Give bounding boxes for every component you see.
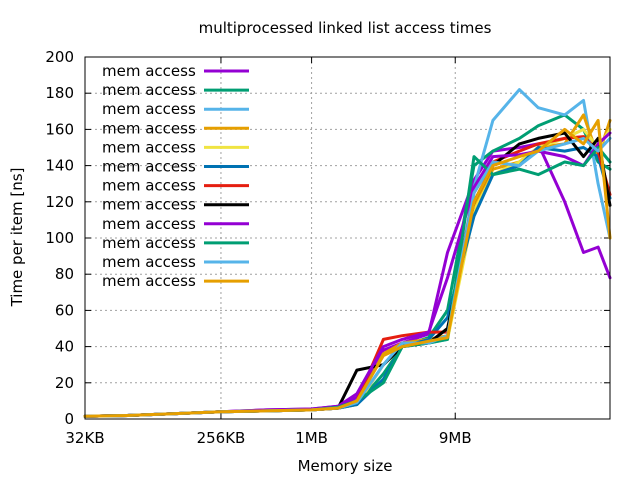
x-tick-label: 9MB bbox=[439, 429, 472, 447]
x-tick-label: 1MB bbox=[295, 429, 328, 447]
x-axis-label: Memory size bbox=[298, 457, 393, 475]
legend-entry-label: mem access bbox=[102, 215, 196, 233]
legend-entry-label: mem access bbox=[102, 158, 196, 176]
y-tick-label: 120 bbox=[45, 193, 74, 211]
x-tick-label: 256KB bbox=[197, 429, 246, 447]
y-tick-label: 200 bbox=[45, 48, 74, 66]
legend-entry-label: mem access bbox=[102, 100, 196, 118]
legend-entry-label: mem access bbox=[102, 119, 196, 137]
legend-entry-label: mem access bbox=[102, 234, 196, 252]
y-tick-label: 60 bbox=[55, 301, 74, 319]
axis-ticks: 0 20 40 60 80 100 120 140 160 180 200 32KB 256KB 1MB 9… bbox=[45, 48, 610, 447]
y-tick-label: 80 bbox=[55, 265, 74, 283]
y-tick-label: 40 bbox=[55, 338, 74, 356]
legend-entry-label: mem access bbox=[102, 177, 196, 195]
chart-title: multiprocessed linked list access times bbox=[199, 19, 492, 37]
y-axis-label: Time per item [ns] bbox=[8, 168, 26, 308]
plot-frame bbox=[84, 56, 611, 420]
legend-entry-label: mem access bbox=[102, 138, 196, 156]
legend-entry-label: mem access bbox=[102, 196, 196, 214]
y-tick-label: 100 bbox=[45, 229, 74, 247]
y-tick-label: 140 bbox=[45, 157, 74, 175]
series-line-12 bbox=[83, 118, 612, 418]
y-tick-label: 0 bbox=[64, 410, 74, 428]
grid bbox=[85, 57, 610, 419]
legend-entry-label: mem access bbox=[102, 253, 196, 271]
y-tick-label: 20 bbox=[55, 374, 74, 392]
legend-entry-label: mem access bbox=[102, 272, 196, 290]
y-tick-label: 180 bbox=[45, 84, 74, 102]
legend-entry-label: mem access bbox=[102, 62, 196, 80]
x-tick-label: 32KB bbox=[65, 429, 104, 447]
series-lines bbox=[83, 88, 612, 418]
legend-entry-label: mem access bbox=[102, 81, 196, 99]
y-tick-label: 160 bbox=[45, 120, 74, 138]
